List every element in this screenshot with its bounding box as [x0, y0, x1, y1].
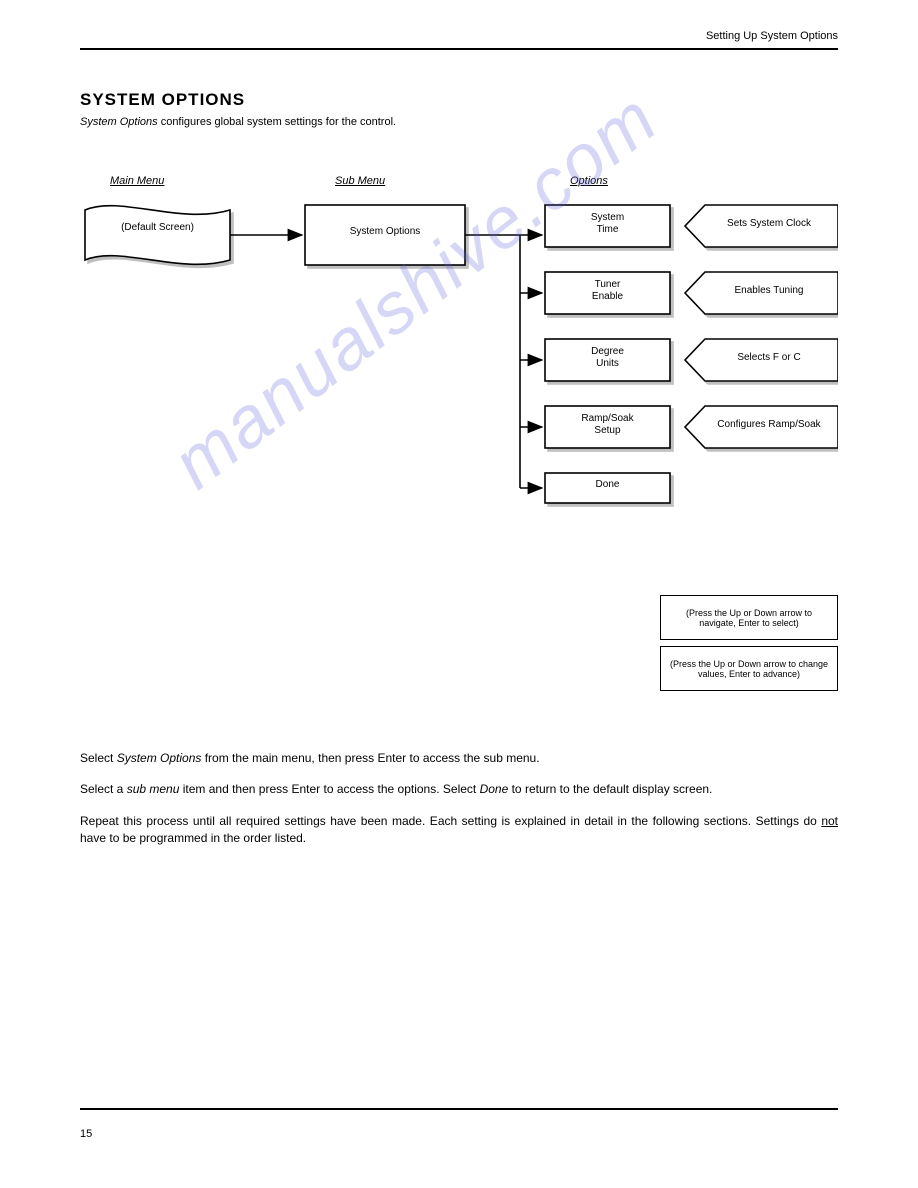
flow-desc-3: Configures Ramp/Soak [705, 419, 833, 431]
p1c: from the main menu, then press Enter to … [201, 751, 539, 765]
col-header-sub: Sub Menu [335, 175, 385, 187]
body-text: Select System Options from the main menu… [80, 750, 838, 862]
page-number: 15 [80, 1128, 92, 1140]
bottom-rule [80, 1108, 838, 1110]
flow-opt-3: Ramp/Soak Setup [545, 413, 670, 437]
para-2: Select a sub menu item and then press En… [80, 781, 838, 798]
p2e: to return to the default display screen. [508, 782, 712, 796]
section-subtitle: System Options configures global system … [80, 116, 838, 128]
col-header-opt: Options [570, 175, 608, 187]
flow-opt-1: Tuner Enable [545, 279, 670, 303]
p2d: Done [480, 782, 509, 796]
flow-opt-2: Degree Units [545, 346, 670, 370]
p3a: Repeat this process until all required s… [80, 814, 821, 828]
flow-opt-0: System Time [545, 212, 670, 236]
subtitle-emph: System Options [80, 116, 158, 128]
section-title: SYSTEM OPTIONS [80, 90, 838, 110]
header-title: Setting Up System Options [706, 30, 838, 42]
para-1: Select System Options from the main menu… [80, 750, 838, 767]
page: Setting Up System Options SYSTEM OPTIONS… [80, 30, 838, 1158]
p1a: Select [80, 751, 117, 765]
p2c: item and then press Enter to access the … [179, 782, 479, 796]
para-3: Repeat this process until all required s… [80, 813, 838, 848]
flowchart-svg [80, 190, 838, 570]
col-header-main: Main Menu [110, 175, 164, 187]
legend-nav: (Press the Up or Down arrow to navigate,… [660, 595, 838, 640]
p2b: sub menu [127, 782, 180, 796]
flow-desc-2: Selects F or C [705, 352, 833, 364]
p2a: Select a [80, 782, 127, 796]
legend-edit: (Press the Up or Down arrow to change va… [660, 646, 838, 691]
subtitle-rest: configures global system settings for th… [158, 116, 396, 128]
flow-opt-4: Done [545, 479, 670, 491]
top-rule [80, 48, 838, 50]
flow-desc-1: Enables Tuning [705, 285, 833, 297]
flow-desc-0: Sets System Clock [705, 218, 833, 230]
flowchart: (Default Screen) System Options System T… [80, 190, 838, 570]
flow-start-label: (Default Screen) [85, 222, 230, 234]
flow-sub-label: System Options [305, 226, 465, 238]
p3c: have to be programmed in the order liste… [80, 831, 306, 845]
legend: (Press the Up or Down arrow to navigate,… [660, 595, 838, 697]
p1b: System Options [117, 751, 202, 765]
p3b: not [821, 814, 838, 828]
